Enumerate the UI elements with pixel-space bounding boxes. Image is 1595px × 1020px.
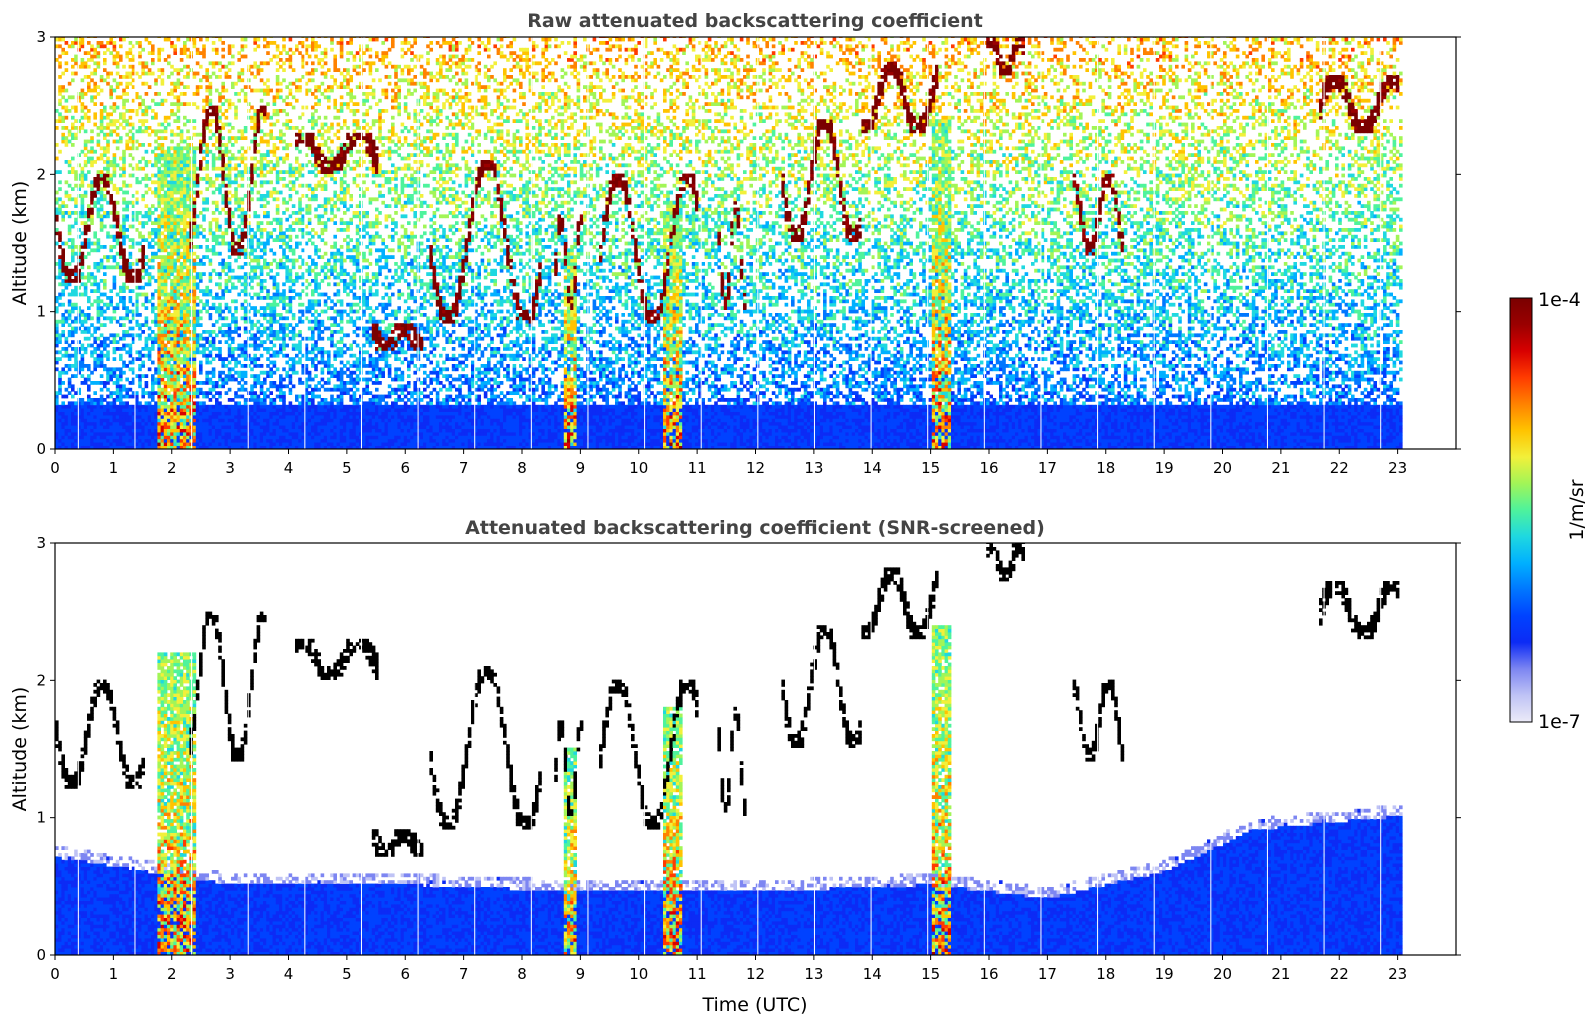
x-tick-label: 20 [1213,459,1232,477]
x-tick-label: 12 [746,965,765,983]
x-tick-label: 23 [1388,965,1407,983]
x-tick-label: 10 [629,459,648,477]
colorbar-min-label: 1e-7 [1538,711,1581,733]
x-tick-label: 22 [1330,459,1349,477]
y-tick-label: 3 [36,534,46,552]
x-tick-label: 2 [167,459,177,477]
colorbar-max-label: 1e-4 [1538,289,1581,311]
y-tick-label: 0 [36,946,46,964]
panel-raw-ylabel: Altitude (km) [9,181,31,306]
x-tick-label: 17 [1038,459,1057,477]
x-tick-label: 9 [576,965,586,983]
panel-screened-ticks: 0 1 2 3 4 5 6 7 8 9 10 11 12 13 14 15 16 17 18 19 20 21 22 2301… [36,534,1461,983]
x-tick-label: 7 [459,459,469,477]
x-tick-label: 3 [225,459,235,477]
colorbar: 1e-4 1e-7 1/m/sr [1509,289,1588,733]
y-tick-label: 1 [36,809,46,827]
panel-screened-ylabel: Altitude (km) [9,687,31,812]
panel-raw-ticks: 0 1 2 3 4 5 6 7 8 9 10 11 12 13 14 15 16 17 18 19 20 21 22 2301… [36,28,1461,477]
x-tick-label: 18 [1096,965,1115,983]
x-tick-label: 9 [576,459,586,477]
panel-raw: Raw attenuated backscattering coefficien… [9,10,1461,477]
y-tick-label: 0 [36,440,46,458]
x-tick-label: 0 [50,459,60,477]
panel-raw-title: Raw attenuated backscattering coefficien… [527,10,983,32]
x-tick-label: 6 [400,459,410,477]
x-tick-label: 7 [459,965,469,983]
x-tick-label: 19 [1155,965,1174,983]
x-tick-label: 4 [284,459,294,477]
x-tick-label: 0 [50,965,60,983]
y-tick-label: 3 [36,28,46,46]
x-tick-label: 21 [1271,459,1290,477]
x-tick-label: 22 [1330,965,1349,983]
x-tick-label: 16 [979,965,998,983]
x-tick-label: 17 [1038,965,1057,983]
x-tick-label: 8 [517,965,527,983]
x-tick-label: 4 [284,965,294,983]
x-tick-label: 20 [1213,965,1232,983]
colorbar-gradient [1509,297,1533,723]
x-tick-label: 14 [863,965,882,983]
x-tick-label: 15 [921,459,940,477]
colorbar-unit-label: 1/m/sr [1566,479,1588,540]
x-tick-label: 19 [1155,459,1174,477]
x-tick-label: 18 [1096,459,1115,477]
x-tick-label: 1 [109,965,119,983]
x-tick-label: 2 [167,965,177,983]
x-tick-label: 10 [629,965,648,983]
x-tick-label: 3 [225,965,235,983]
x-tick-label: 6 [400,965,410,983]
x-tick-label: 16 [979,459,998,477]
x-tick-label: 21 [1271,965,1290,983]
x-tick-label: 12 [746,459,765,477]
y-tick-label: 2 [36,671,46,689]
panel-screened-title: Attenuated backscattering coefficient (S… [465,517,1045,539]
x-tick-label: 1 [109,459,119,477]
y-tick-label: 2 [36,165,46,183]
panel-screened-xlabel: Time (UTC) [701,994,807,1016]
x-tick-label: 8 [517,459,527,477]
x-tick-label: 11 [688,965,707,983]
x-tick-label: 14 [863,459,882,477]
x-tick-label: 23 [1388,459,1407,477]
panel-raw-heatmap [55,37,1403,449]
x-tick-label: 5 [342,965,352,983]
y-tick-label: 1 [36,303,46,321]
panel-screened: Attenuated backscattering coefficient (S… [9,517,1461,1016]
x-tick-label: 11 [688,459,707,477]
x-tick-label: 13 [804,965,823,983]
x-tick-label: 13 [804,459,823,477]
panel-screened-heatmap [55,543,1403,955]
x-tick-label: 5 [342,459,352,477]
x-tick-label: 15 [921,965,940,983]
